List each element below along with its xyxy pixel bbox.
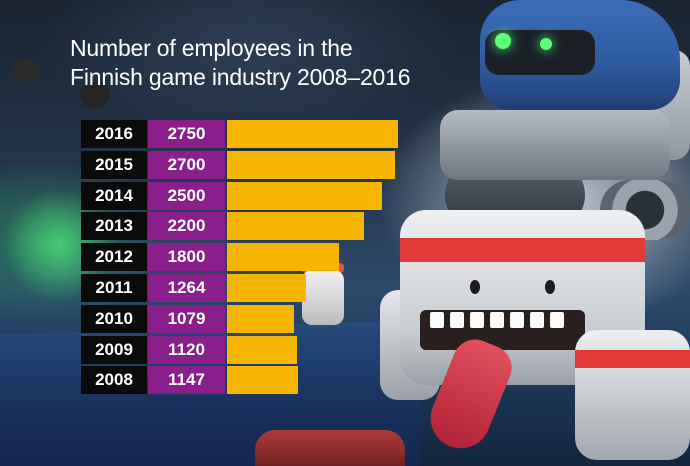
chart-row: 2011 1264 xyxy=(81,274,411,302)
value-label: 2750 xyxy=(148,120,225,148)
chart-row: 2009 1120 xyxy=(81,335,411,364)
monster-tooth xyxy=(430,312,444,328)
flying-creature-1 xyxy=(12,58,40,82)
chart-title-line-2: Finnish game industry 2008–2016 xyxy=(70,64,411,90)
chart-row: 2015 2700 xyxy=(81,150,411,179)
small-robot-character xyxy=(302,270,344,325)
chart-row: 2010 1079 xyxy=(81,304,411,333)
year-label: 2011 xyxy=(81,274,147,302)
chart-row: 2014 2500 xyxy=(81,181,411,210)
chart-row: 2012 1800 xyxy=(81,243,411,272)
chart-row: 2013 2200 xyxy=(81,212,411,241)
monster-headband xyxy=(400,238,645,262)
chart-row: 2008 1147 xyxy=(81,366,411,395)
bar xyxy=(227,181,382,210)
year-label: 2016 xyxy=(81,120,147,148)
red-creature-hand xyxy=(255,430,405,466)
bar xyxy=(227,335,297,364)
chart-title-line-1: Number of employees in the xyxy=(70,35,353,61)
monster-tooth xyxy=(450,312,464,328)
bar xyxy=(227,366,298,395)
monster-eye xyxy=(545,280,555,294)
monster-tooth xyxy=(490,312,504,328)
bar xyxy=(227,212,364,241)
value-label: 2200 xyxy=(148,212,225,241)
monster-tooth xyxy=(470,312,484,328)
monster-tooth xyxy=(510,312,524,328)
bar xyxy=(227,274,306,302)
year-label: 2012 xyxy=(81,243,147,272)
chart-title: Number of employees in the Finnish game … xyxy=(70,34,411,92)
year-label: 2013 xyxy=(81,212,147,241)
bar xyxy=(227,243,339,272)
chart-row: 2016 2750 xyxy=(81,120,411,148)
monster-tooth xyxy=(530,312,544,328)
year-label: 2015 xyxy=(81,150,147,179)
bar xyxy=(227,304,294,333)
value-label: 2500 xyxy=(148,181,225,210)
robot-jaw xyxy=(440,110,670,180)
monster-eye xyxy=(470,280,480,294)
robot-eye xyxy=(495,33,511,49)
value-label: 1147 xyxy=(148,366,225,395)
value-label: 1800 xyxy=(148,243,225,272)
value-label: 1264 xyxy=(148,274,225,302)
year-label: 2009 xyxy=(81,335,147,364)
flying-creature-2 xyxy=(80,82,110,108)
monster-headband xyxy=(575,350,690,368)
robot-eye xyxy=(540,38,552,50)
monster-tooth xyxy=(550,312,564,328)
year-label: 2008 xyxy=(81,366,147,395)
year-label: 2010 xyxy=(81,304,147,333)
bar xyxy=(227,120,398,148)
value-label: 1120 xyxy=(148,335,225,364)
value-label: 2700 xyxy=(148,150,225,179)
value-label: 1079 xyxy=(148,304,225,333)
year-label: 2014 xyxy=(81,181,147,210)
bar xyxy=(227,150,395,179)
